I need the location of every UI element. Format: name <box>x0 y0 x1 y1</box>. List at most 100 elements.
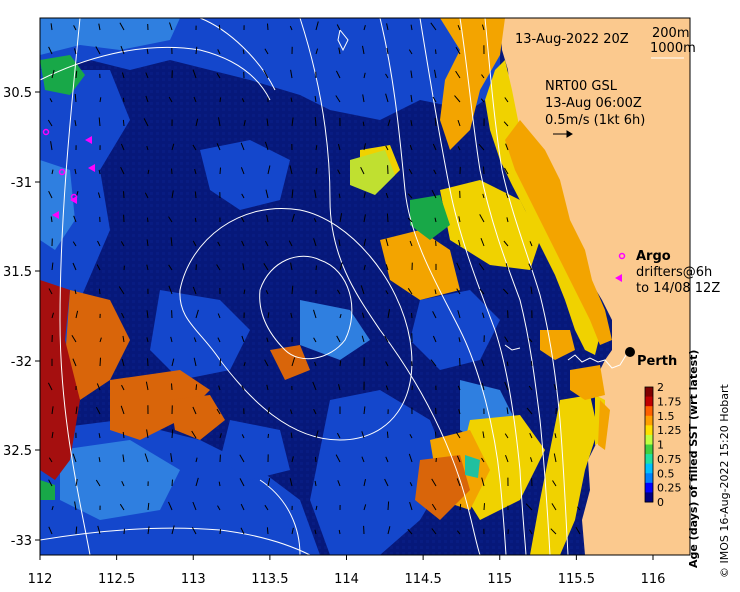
current-arrow <box>434 289 437 295</box>
current-arrow <box>145 381 149 391</box>
current-arrow <box>75 526 78 535</box>
current-arrow <box>526 407 533 415</box>
perth-marker <box>625 347 635 357</box>
current-arrow <box>120 45 125 55</box>
y-axis: 30.5 -31 31.5 -32 32.5 -33 <box>3 86 40 549</box>
current-arrow <box>504 433 509 439</box>
current-arrow <box>239 478 245 487</box>
current-arrow <box>218 24 221 31</box>
current-arrow <box>314 189 317 199</box>
current-arrow <box>432 335 437 343</box>
current-arrow <box>410 24 413 31</box>
y-tick-label: 31.5 <box>3 265 32 280</box>
current-source-line2: 13-Aug 06:00Z <box>545 96 642 111</box>
sst-region-dark-orange <box>65 290 470 520</box>
current-arrow <box>430 359 437 367</box>
colorbar-segment <box>645 415 653 426</box>
current-arrow <box>457 310 461 319</box>
current-arrow <box>431 478 437 487</box>
colorbar-segment <box>645 454 653 465</box>
drifter-tracks <box>52 136 95 219</box>
current-arrow <box>168 501 173 511</box>
current-arrow <box>409 434 413 439</box>
current-arrow <box>409 501 413 511</box>
current-arrow <box>97 525 101 535</box>
drifter-legend-line2: to 14/08 12Z <box>636 281 720 296</box>
current-arrow <box>219 433 222 439</box>
current-arrow <box>267 477 271 487</box>
drifter-legend-icon <box>615 274 622 282</box>
current-arrow <box>168 96 173 103</box>
current-arrow <box>75 310 79 319</box>
current-arrow <box>339 262 343 271</box>
current-arrow <box>267 23 269 31</box>
current-arrow <box>575 526 581 535</box>
current-arrow <box>409 482 413 487</box>
current-arrow <box>96 264 101 271</box>
current-arrow <box>385 145 389 151</box>
contour-label-200m: 200m <box>652 26 689 41</box>
drifter-legend-line1: drifters@6h <box>636 265 712 280</box>
colorbar-tick-label: 0.75 <box>657 453 682 466</box>
current-arrow <box>146 264 149 271</box>
current-arrow <box>291 189 294 199</box>
current-arrow <box>430 22 437 31</box>
colorbar-segment <box>645 396 653 407</box>
current-arrow <box>408 49 413 55</box>
current-arrow <box>505 143 509 151</box>
current-arrow <box>48 526 53 535</box>
current-arrow <box>243 289 246 295</box>
current-arrow <box>241 240 245 247</box>
colorbar-tick-label: 1.25 <box>657 424 682 437</box>
current-arrow <box>362 121 365 127</box>
x-tick-label: 113.5 <box>251 572 288 587</box>
current-arrow <box>51 69 55 79</box>
current-arrow <box>362 45 365 55</box>
current-arrow <box>74 120 77 127</box>
current-arrow <box>217 313 221 319</box>
current-arrow <box>386 23 389 31</box>
current-arrow <box>457 25 461 31</box>
current-arrow <box>143 118 149 127</box>
current-arrow <box>504 336 509 343</box>
current-arrow <box>193 96 197 103</box>
current-arrow <box>552 480 557 487</box>
current-arrow <box>51 505 54 511</box>
plot-frame <box>39 17 691 556</box>
colorbar-tick-label: 2 <box>657 381 664 394</box>
current-arrow <box>530 457 533 463</box>
current-arrow <box>195 384 198 391</box>
current-arrow <box>192 406 197 415</box>
current-arrow <box>291 285 294 295</box>
current-arrow <box>171 358 175 367</box>
current-arrow <box>291 456 294 463</box>
current-arrow <box>147 358 149 367</box>
sst-region-red <box>40 280 80 480</box>
colorbar-segment <box>645 425 653 436</box>
current-arrow <box>290 97 293 103</box>
current-arrow <box>409 240 413 247</box>
current-vectors <box>47 21 581 535</box>
current-arrow <box>96 383 101 391</box>
current-arrow <box>98 23 101 31</box>
current-arrow <box>193 357 197 367</box>
current-arrow <box>147 502 150 511</box>
current-arrow <box>49 98 53 103</box>
current-arrow <box>335 95 341 103</box>
current-arrow <box>457 146 461 151</box>
current-arrow <box>120 405 125 415</box>
current-arrow <box>384 335 389 343</box>
current-arrow <box>336 289 341 295</box>
x-tick-label: 115 <box>487 572 512 587</box>
current-arrow <box>242 49 245 55</box>
current-arrow <box>410 120 413 127</box>
current-arrow <box>387 526 391 535</box>
current-arrow <box>480 98 485 103</box>
current-arrow <box>456 530 461 535</box>
current-arrow <box>72 358 77 367</box>
current-arrow <box>363 192 366 199</box>
current-arrow <box>336 432 341 439</box>
x-tick-label: 113 <box>181 572 206 587</box>
current-arrow <box>386 213 389 223</box>
